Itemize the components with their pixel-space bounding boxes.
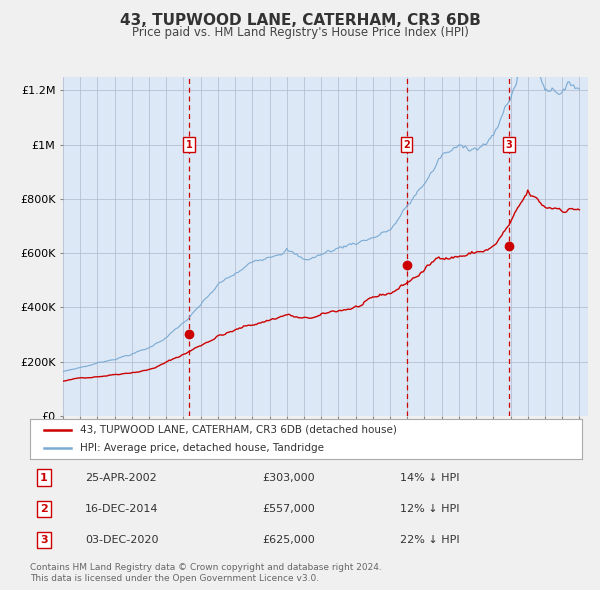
Text: Price paid vs. HM Land Registry's House Price Index (HPI): Price paid vs. HM Land Registry's House …	[131, 26, 469, 39]
Text: 12% ↓ HPI: 12% ↓ HPI	[400, 504, 460, 514]
Text: 43, TUPWOOD LANE, CATERHAM, CR3 6DB: 43, TUPWOOD LANE, CATERHAM, CR3 6DB	[119, 13, 481, 28]
Text: 03-DEC-2020: 03-DEC-2020	[85, 535, 158, 545]
Text: 25-APR-2002: 25-APR-2002	[85, 473, 157, 483]
Text: 3: 3	[40, 535, 47, 545]
Text: 3: 3	[506, 140, 512, 149]
Text: HPI: Average price, detached house, Tandridge: HPI: Average price, detached house, Tand…	[80, 443, 323, 453]
Text: 16-DEC-2014: 16-DEC-2014	[85, 504, 158, 514]
Text: 1: 1	[40, 473, 47, 483]
Text: Contains HM Land Registry data © Crown copyright and database right 2024.
This d: Contains HM Land Registry data © Crown c…	[30, 563, 382, 583]
Text: 2: 2	[40, 504, 47, 514]
Text: £557,000: £557,000	[262, 504, 314, 514]
Text: 43, TUPWOOD LANE, CATERHAM, CR3 6DB (detached house): 43, TUPWOOD LANE, CATERHAM, CR3 6DB (det…	[80, 425, 397, 435]
Text: 1: 1	[185, 140, 193, 149]
Text: 22% ↓ HPI: 22% ↓ HPI	[400, 535, 460, 545]
Text: £303,000: £303,000	[262, 473, 314, 483]
Text: 2: 2	[403, 140, 410, 149]
Text: £625,000: £625,000	[262, 535, 314, 545]
Text: 14% ↓ HPI: 14% ↓ HPI	[400, 473, 460, 483]
